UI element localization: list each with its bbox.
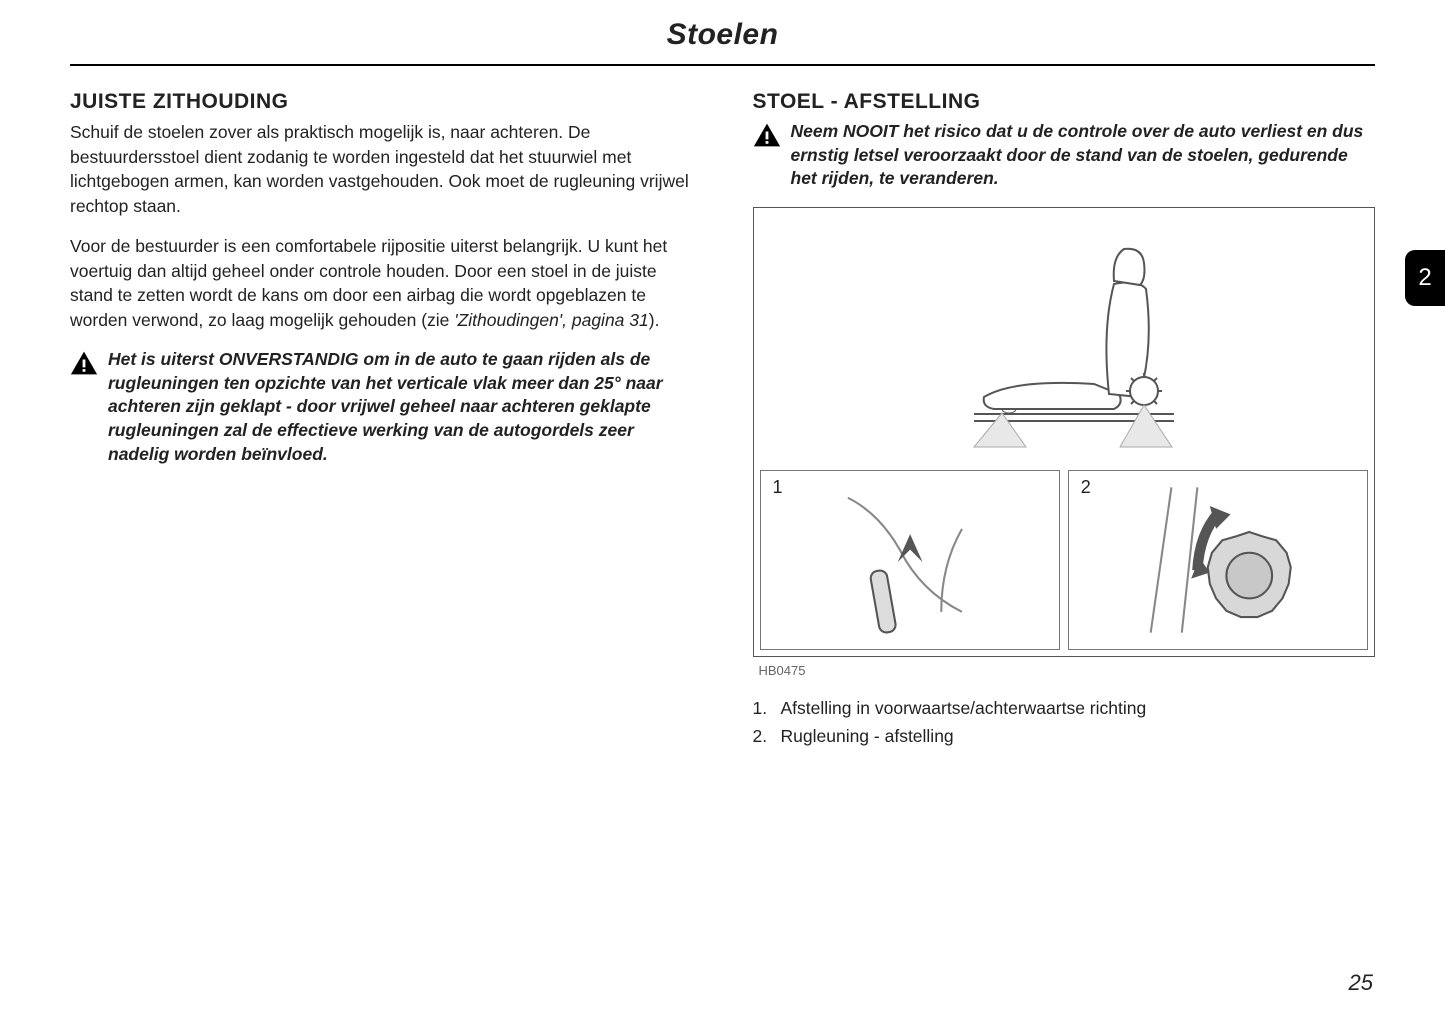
warning-icon [70, 350, 98, 376]
right-warning: Neem NOOIT het risico dat u de controle … [753, 120, 1376, 191]
subfigure-1: 1 [760, 470, 1060, 650]
page-number: 25 [1349, 970, 1373, 996]
list-item-2-num: 2. [753, 724, 771, 749]
left-para-2: Voor de bestuurder is een comfortabele r… [70, 234, 693, 332]
right-heading: STOEL - AFSTELLING [753, 90, 1376, 114]
left-para-1: Schuif de stoelen zover als praktisch mo… [70, 120, 693, 218]
left-heading: JUISTE ZITHOUDING [70, 90, 693, 114]
right-warning-text: Neem NOOIT het risico dat u de controle … [791, 120, 1376, 191]
list-item-2: 2. Rugleuning - afstelling [753, 724, 1376, 749]
subfigure-row: 1 2 [760, 470, 1369, 650]
subfig1-number: 1 [773, 477, 783, 498]
chapter-tab: 2 [1405, 250, 1445, 306]
left-column: JUISTE ZITHOUDING Schuif de stoelen zove… [70, 90, 693, 753]
para2-reference: 'Zithoudingen', pagina 31 [454, 310, 648, 330]
list-item-2-text: Rugleuning - afstelling [781, 724, 954, 749]
list-item-1-num: 1. [753, 696, 771, 721]
title-rule [70, 64, 1375, 66]
list-item-1: 1. Afstelling in voorwaartse/achterwaart… [753, 696, 1376, 721]
seat-diagram-icon [914, 229, 1214, 449]
knob-adjust-icon [1075, 477, 1361, 643]
list-item-1-text: Afstelling in voorwaartse/achterwaartse … [781, 696, 1147, 721]
right-column: STOEL - AFSTELLING Neem NOOIT het risico… [753, 90, 1376, 753]
figure-container: 1 2 [753, 207, 1376, 657]
para2-part-b: ). [649, 310, 660, 330]
left-warning-text: Het is uiterst ONVERSTANDIG om in de aut… [108, 348, 693, 466]
content-columns: JUISTE ZITHOUDING Schuif de stoelen zove… [70, 90, 1375, 753]
subfigure-2: 2 [1068, 470, 1368, 650]
left-warning: Het is uiterst ONVERSTANDIG om in de aut… [70, 348, 693, 466]
lever-adjust-icon [767, 477, 1053, 643]
page-title: Stoelen [70, 18, 1375, 52]
warning-icon [753, 122, 781, 148]
subfig2-number: 2 [1081, 477, 1091, 498]
figure-code: HB0475 [759, 663, 1376, 678]
figure-main [760, 214, 1369, 464]
